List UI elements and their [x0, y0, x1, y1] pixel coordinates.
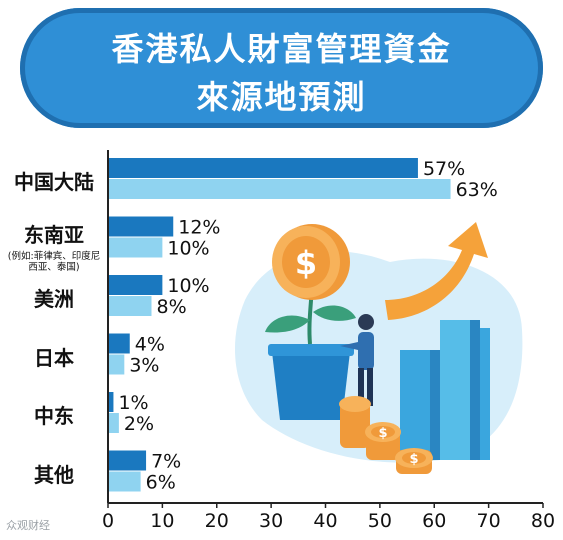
data-label: 2% [124, 413, 154, 435]
bar [108, 413, 119, 433]
bar [108, 392, 114, 412]
x-tick-label: 20 [205, 510, 229, 532]
category-label: 中国大陆 [4, 166, 104, 195]
bar [108, 354, 125, 375]
x-tick-label: 10 [150, 510, 174, 532]
data-label: 10% [167, 238, 209, 260]
x-axis: 0 10 20 30 40 50 60 70 80 [102, 150, 555, 532]
category-label: 其他 [4, 459, 104, 488]
category-label: 美洲 [4, 283, 104, 312]
data-label: 10% [167, 275, 209, 297]
svg-text:$: $ [409, 452, 418, 467]
category-name: 中东 [34, 404, 74, 428]
chart-title-line-1: 香港私人財富管理資金 [111, 30, 452, 68]
bar [108, 216, 174, 237]
money-growth-illustration: $ $ $ [234, 222, 523, 474]
bar [108, 471, 141, 492]
category-label: 日本 [4, 342, 104, 371]
x-tick-label: 70 [477, 510, 501, 532]
bar [108, 296, 152, 316]
svg-text:$: $ [295, 244, 317, 282]
data-label: 8% [157, 296, 187, 318]
category-name: 其他 [34, 462, 74, 487]
bars-layer: 57%63%12%10%10%8%4%3%1%2%7%6% [108, 158, 498, 494]
bar [108, 237, 163, 258]
chart-title-line-2: 來源地預測 [196, 78, 367, 116]
bar [108, 158, 418, 178]
category-label: 东南亚 (例如:菲律宾、印度尼西亚、泰国) [4, 219, 104, 273]
svg-text:$: $ [378, 426, 387, 441]
x-tick-label: 0 [102, 510, 114, 532]
category-name: 日本 [34, 345, 74, 370]
category-name: 东南亚 [24, 222, 84, 247]
bar [108, 275, 163, 295]
data-label: 3% [129, 355, 159, 377]
x-tick-label: 80 [531, 510, 555, 532]
watermark-text: 众观财经 [6, 519, 50, 532]
x-tick-label: 40 [313, 510, 337, 532]
x-tick-label: 30 [259, 510, 283, 532]
x-tick-label: 50 [368, 510, 392, 532]
bar [108, 450, 147, 471]
data-label: 12% [178, 217, 220, 239]
data-label: 6% [146, 472, 176, 494]
data-label: 57% [423, 158, 465, 180]
data-label: 1% [118, 392, 148, 414]
bar [108, 333, 130, 354]
category-name: 中国大陆 [14, 170, 94, 194]
data-label: 63% [456, 179, 498, 201]
x-tick-label: 60 [422, 510, 446, 532]
category-label: 中东 [4, 400, 104, 429]
title-banner [20, 8, 543, 128]
bar [108, 179, 451, 199]
category-note: (例如:菲律宾、印度尼西亚、泰国) [7, 250, 101, 273]
category-name: 美洲 [34, 287, 74, 311]
data-label: 4% [135, 334, 165, 356]
data-label: 7% [151, 451, 181, 473]
